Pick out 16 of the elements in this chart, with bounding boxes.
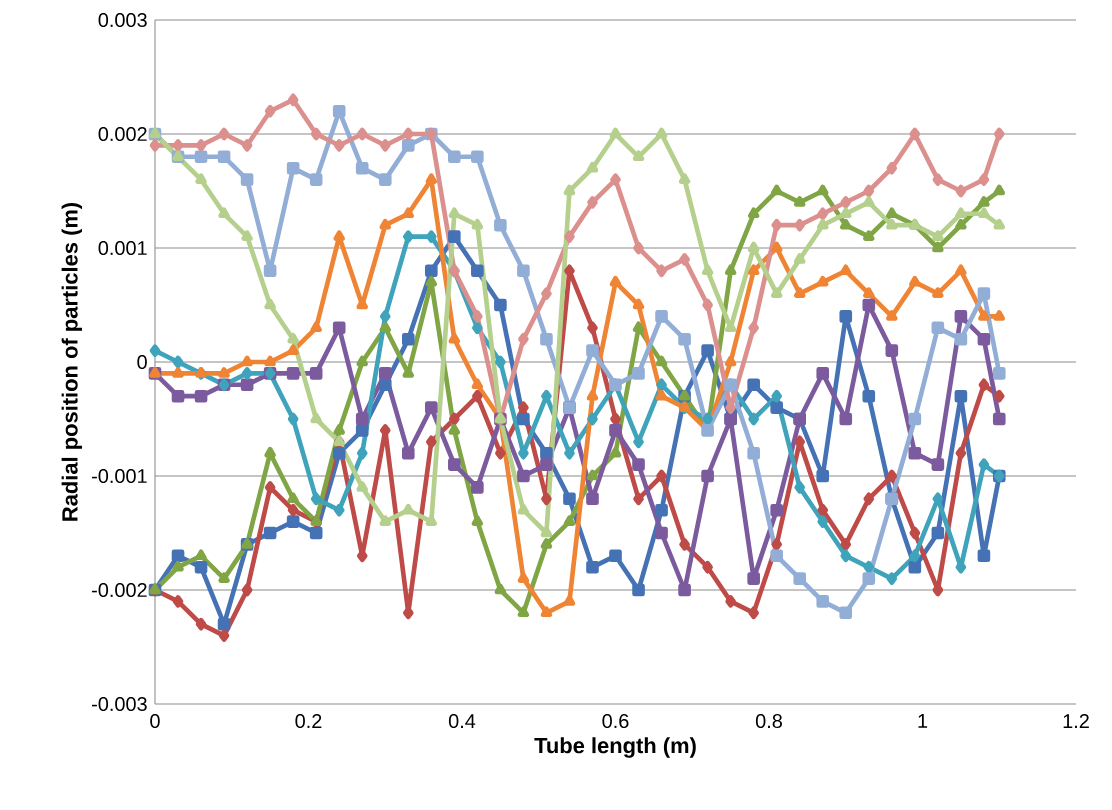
y-tick-label: -0.003 [92,696,147,712]
y-axis-title: Radial position of particles (m) [61,202,83,521]
x-tick-label: 1.2 [1063,714,1089,728]
y-tick-label: -0.001 [92,468,147,484]
y-tick-label: -0.002 [92,582,147,598]
y-tick-label: 0.001 [98,240,147,256]
y-tick-label: 0.003 [98,12,147,28]
x-tick-label: 0.4 [448,714,476,729]
y-tick-label: 0 [137,354,147,370]
x-tick-label: 0.2 [295,714,322,729]
x-tick-label: 0.8 [755,714,782,729]
x-tick-label: 0.6 [602,714,629,729]
x-tick-label: 1 [918,714,928,728]
x-axis-title: Tube length (m) [534,737,696,758]
y-tick-label: 0.002 [98,126,147,142]
x-tick-label: 0 [150,714,160,729]
